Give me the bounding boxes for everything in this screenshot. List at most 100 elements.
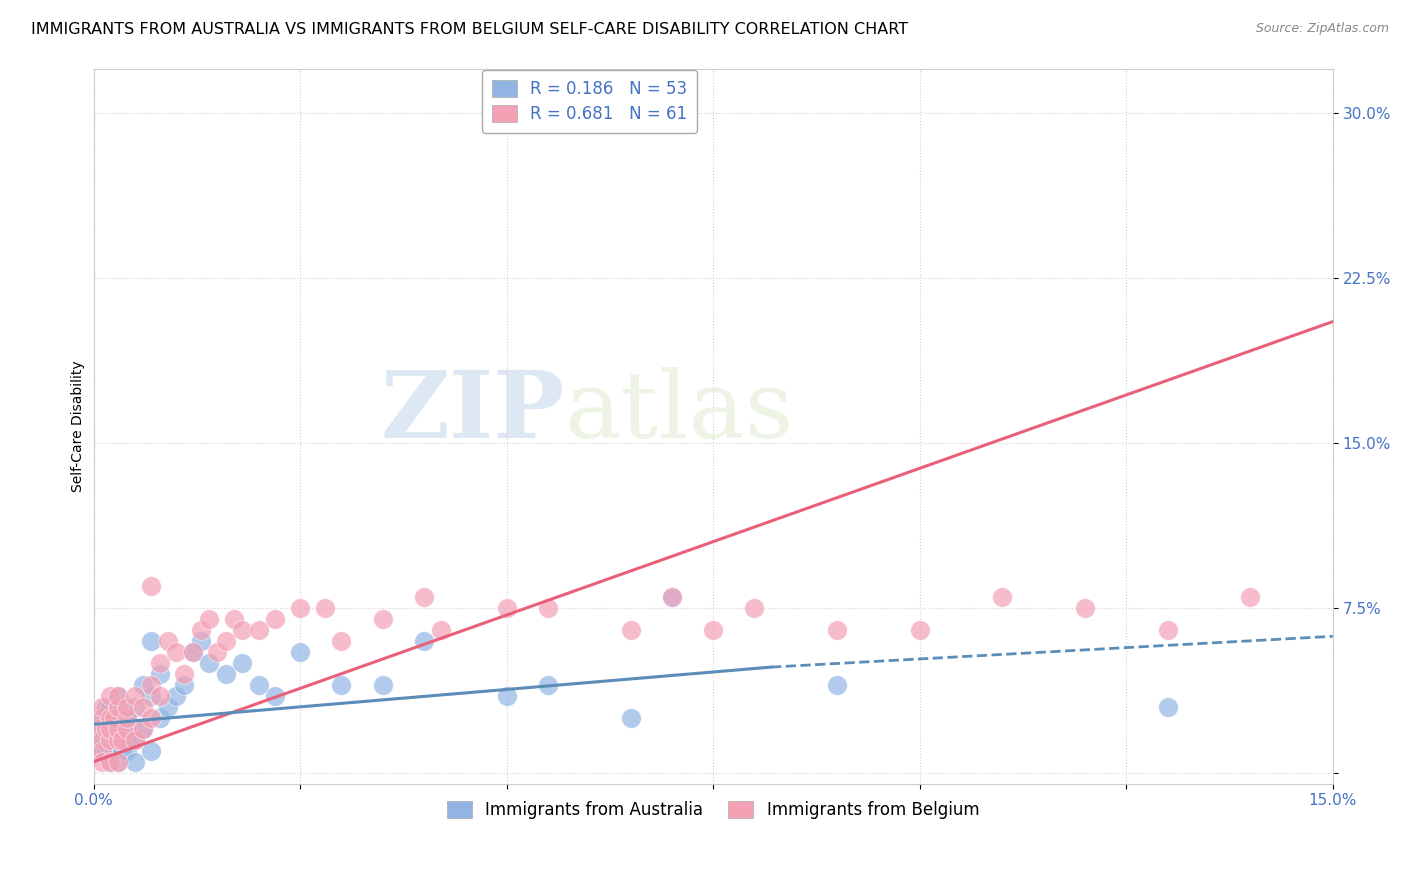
Point [149,666,172,681]
Point [124,699,146,714]
Point [98,711,121,725]
Point [149,656,172,670]
Point [149,711,172,725]
Point [132,699,155,714]
Point [94,722,117,736]
Point [115,711,138,725]
Point [107,699,129,714]
Point [124,755,146,769]
Point [90,755,112,769]
Point [132,678,155,692]
Point [413,590,436,604]
Point [215,666,238,681]
Point [288,600,311,615]
Point [86,744,108,758]
Point [86,722,108,736]
Point [115,699,138,714]
Point [103,711,125,725]
Point [107,732,129,747]
Point [181,645,204,659]
Point [90,744,112,758]
Point [288,645,311,659]
Point [371,678,394,692]
Point [173,666,195,681]
Point [124,732,146,747]
Point [111,744,134,758]
Point [173,678,195,692]
Point [132,722,155,736]
Point [107,732,129,747]
Point [222,612,245,626]
Legend: Immigrants from Australia, Immigrants from Belgium: Immigrants from Australia, Immigrants fr… [440,794,986,825]
Point [90,711,112,725]
Point [132,722,155,736]
Text: Source: ZipAtlas.com: Source: ZipAtlas.com [1256,22,1389,36]
Point [90,732,112,747]
Point [149,689,172,703]
Text: IMMIGRANTS FROM AUSTRALIA VS IMMIGRANTS FROM BELGIUM SELF-CARE DISABILITY CORREL: IMMIGRANTS FROM AUSTRALIA VS IMMIGRANTS … [31,22,908,37]
Point [264,612,287,626]
Point [115,722,138,736]
Point [107,689,129,703]
Point [231,656,253,670]
Point [825,623,848,637]
Point [330,633,353,648]
Point [156,633,179,648]
Point [115,732,138,747]
Point [413,633,436,648]
Point [198,656,221,670]
Point [537,678,560,692]
Point [744,600,766,615]
Point [215,633,238,648]
Point [330,678,353,692]
Point [90,699,112,714]
Point [98,722,121,736]
Point [231,623,253,637]
Point [98,699,121,714]
Text: ZIP: ZIP [380,367,564,457]
Point [825,678,848,692]
Point [619,623,641,637]
Point [661,590,683,604]
Point [107,722,129,736]
Point [98,755,121,769]
Point [247,623,270,637]
Point [207,645,229,659]
Point [1156,699,1178,714]
Point [1074,600,1097,615]
Point [115,722,138,736]
Point [141,579,163,593]
Point [98,722,121,736]
Point [702,623,724,637]
Point [90,722,112,736]
Text: atlas: atlas [564,367,794,457]
Point [190,633,212,648]
Point [991,590,1014,604]
Point [115,744,138,758]
Y-axis label: Self-Care Disability: Self-Care Disability [72,360,86,492]
Point [107,711,129,725]
Point [111,732,134,747]
Point [90,711,112,725]
Point [98,711,121,725]
Point [429,623,451,637]
Point [103,744,125,758]
Point [371,612,394,626]
Point [165,645,187,659]
Point [264,689,287,703]
Point [247,678,270,692]
Point [156,699,179,714]
Point [495,600,517,615]
Point [115,711,138,725]
Point [94,699,117,714]
Point [314,600,336,615]
Point [141,678,163,692]
Point [908,623,931,637]
Point [107,689,129,703]
Point [90,732,112,747]
Point [495,689,517,703]
Point [98,732,121,747]
Point [98,755,121,769]
Point [141,711,163,725]
Point [94,744,117,758]
